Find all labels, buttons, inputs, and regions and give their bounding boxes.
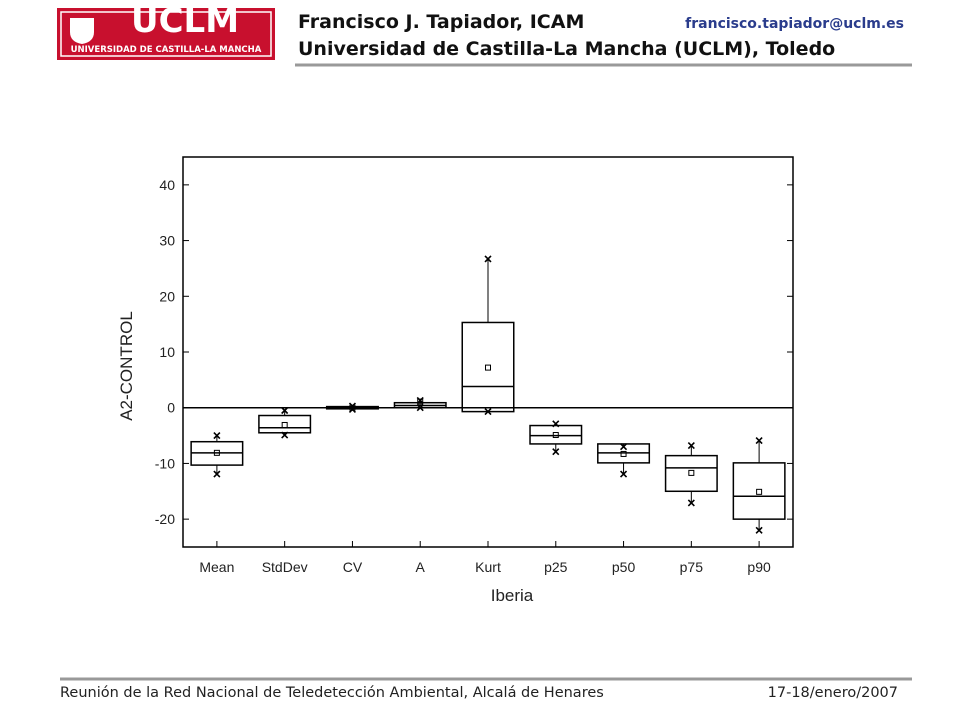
mean-marker [620, 450, 627, 457]
min-marker [552, 448, 560, 456]
max-marker [755, 437, 763, 445]
box [664, 454, 718, 493]
min-marker [687, 499, 695, 507]
logo-subtitle: UNIVERSIDAD DE CASTILLA-LA MANCHA [71, 45, 262, 55]
x-tick-label: Kurt [475, 559, 501, 575]
mean-marker [485, 364, 491, 371]
box [732, 462, 786, 520]
y-tick-label: 20 [159, 288, 175, 304]
mean-marker [281, 421, 288, 428]
x-tick-label: CV [343, 559, 363, 575]
max-marker [281, 406, 289, 415]
x-tick-label: A [416, 559, 426, 575]
y-tick-label: 40 [159, 177, 175, 193]
x-tick-label: p90 [747, 559, 771, 575]
y-tick-label: -10 [155, 455, 175, 471]
footer-event: Reunión de la Red Nacional de Teledetecc… [60, 685, 604, 701]
mean-marker [417, 398, 424, 405]
min-marker [755, 526, 763, 534]
email[interactable]: francisco.tapiador@uclm.es [685, 16, 904, 32]
min-marker [213, 470, 221, 478]
x-tick-label: StdDev [262, 559, 308, 575]
min-marker [619, 470, 628, 478]
max-marker [687, 442, 695, 450]
chart: Iberia A2-CONTROL -20 -10 0 10 20 30 40 Mean Std… [117, 156, 794, 605]
max-marker [484, 255, 492, 263]
mean-marker [688, 469, 695, 476]
y-tick-label: 0 [167, 400, 175, 416]
y-axis-label: A2-CONTROL [117, 311, 136, 421]
mean-marker [349, 404, 356, 411]
mean-marker [213, 449, 220, 456]
x-tick-label: p25 [544, 559, 568, 575]
x-tick-label: p75 [680, 559, 704, 575]
x-axis-label: Iberia [491, 586, 534, 605]
footer-date: 17-18/enero/2007 [768, 685, 898, 701]
affiliation: Universidad de Castilla-La Mancha (UCLM)… [298, 38, 835, 60]
x-tick-label: p50 [612, 559, 636, 575]
box [529, 424, 583, 445]
plot-frame [182, 156, 794, 548]
x-tick-label: Mean [199, 559, 234, 575]
y-tick-label: -20 [155, 511, 175, 527]
box [461, 321, 515, 413]
box [258, 414, 312, 434]
y-tick-label: 30 [159, 233, 175, 249]
logo-border [60, 11, 272, 57]
mean-marker [756, 488, 763, 495]
logo-text: UCLM [131, 1, 239, 41]
mean-marker [552, 432, 559, 439]
max-marker [619, 443, 628, 451]
y-tick-label: 10 [159, 344, 175, 360]
logo-emblem [70, 18, 94, 44]
author: Francisco J. Tapiador, ICAM [298, 11, 584, 33]
max-marker [213, 432, 221, 440]
logo: UCLM UNIVERSIDAD DE CASTILLA-LA MANCHA [57, 1, 275, 60]
